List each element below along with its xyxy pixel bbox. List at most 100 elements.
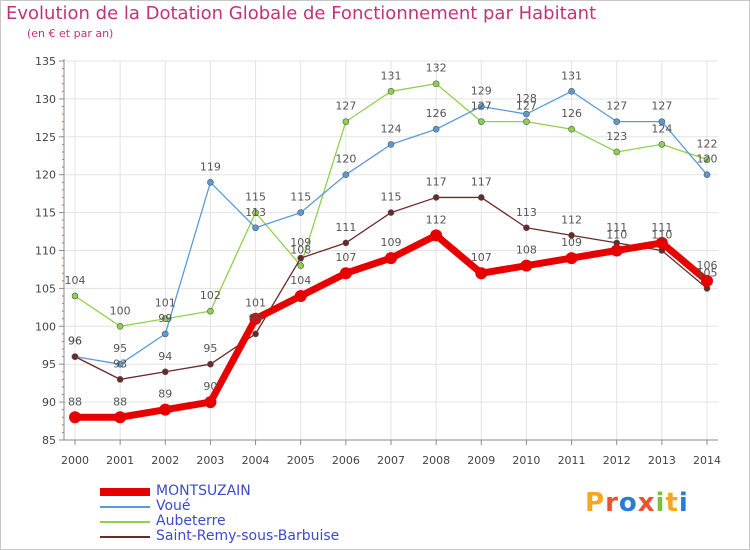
- data-point: [430, 229, 443, 242]
- data-label: 109: [561, 236, 582, 249]
- data-label: 101: [245, 297, 266, 310]
- data-label: 93: [113, 357, 127, 370]
- data-point: [387, 88, 395, 95]
- data-label: 104: [290, 274, 311, 287]
- data-label: 100: [110, 304, 131, 317]
- data-label: 110: [606, 229, 627, 242]
- data-point: [116, 322, 124, 330]
- data-label: 94: [158, 350, 172, 363]
- data-label: 105: [697, 266, 718, 279]
- data-label: 131: [381, 69, 402, 82]
- x-tick-label: 2010: [512, 454, 540, 467]
- logo-letter: i: [678, 488, 689, 518]
- chart-subtitle: (en € et par an): [27, 27, 114, 40]
- data-label: 109: [290, 236, 311, 249]
- legend-swatch-aubeterre: [100, 521, 150, 523]
- data-label: 113: [245, 206, 266, 219]
- data-point: [252, 209, 259, 216]
- data-label: 89: [158, 388, 172, 401]
- logo-letter: i: [655, 488, 666, 518]
- data-point: [207, 360, 214, 368]
- data-point: [71, 292, 79, 300]
- data-point: [658, 118, 666, 125]
- logo-letter: t: [665, 488, 679, 518]
- data-point: [477, 103, 485, 110]
- legend-swatch-voue: [100, 506, 150, 508]
- data-label: 120: [697, 153, 718, 166]
- logo-letter: x: [637, 488, 656, 518]
- data-point: [432, 125, 440, 133]
- data-label: 88: [68, 395, 82, 408]
- data-label: 111: [335, 221, 356, 234]
- data-point: [658, 141, 666, 148]
- data-label: 106: [697, 259, 718, 272]
- data-label: 107: [471, 251, 492, 264]
- data-label: 120: [335, 153, 356, 166]
- data-point: [249, 312, 262, 325]
- data-label: 128: [516, 92, 537, 105]
- x-tick-label: 2007: [377, 454, 405, 467]
- data-point: [69, 411, 81, 424]
- data-label: 127: [335, 100, 356, 113]
- data-point: [114, 411, 127, 424]
- legend-label-aubeterre: Aubeterre: [156, 513, 226, 529]
- data-label: 123: [606, 130, 627, 143]
- data-label: 112: [426, 213, 447, 226]
- x-tick-label: 2011: [558, 454, 586, 467]
- data-point: [523, 118, 530, 125]
- data-point: [477, 118, 485, 125]
- data-label: 95: [113, 342, 127, 355]
- data-point: [207, 178, 214, 186]
- x-tick-label: 2006: [332, 454, 360, 467]
- data-point: [432, 194, 440, 201]
- y-tick-label: 100: [35, 320, 56, 333]
- data-point: [387, 209, 395, 216]
- data-label: 115: [290, 191, 311, 204]
- data-point: [339, 267, 352, 280]
- data-label: 131: [561, 69, 582, 82]
- data-point: [297, 209, 305, 216]
- data-point: [432, 80, 440, 88]
- data-label: 95: [203, 342, 217, 355]
- y-tick-label: 110: [35, 245, 56, 258]
- data-point: [520, 259, 533, 272]
- data-label: 108: [290, 244, 311, 257]
- data-label: 112: [561, 213, 582, 226]
- data-point: [207, 307, 214, 315]
- data-label: 107: [335, 251, 356, 264]
- data-label: 115: [381, 191, 402, 204]
- y-tick-label: 85: [42, 434, 56, 447]
- data-point: [161, 315, 169, 323]
- data-label: 99: [158, 312, 172, 325]
- data-label: 127: [651, 100, 672, 113]
- y-tick-label: 135: [35, 55, 56, 68]
- data-label: 96: [68, 335, 82, 348]
- data-label: 96: [68, 335, 82, 348]
- y-tick-label: 125: [35, 131, 56, 144]
- x-tick-label: 2014: [693, 454, 721, 467]
- data-label: 99: [249, 312, 263, 325]
- data-label: 111: [651, 221, 672, 234]
- data-point: [297, 262, 305, 269]
- data-point: [477, 194, 485, 201]
- data-label: 126: [426, 107, 447, 120]
- data-point: [610, 244, 623, 257]
- data-label: 132: [426, 62, 447, 75]
- data-point: [385, 252, 397, 265]
- data-point: [523, 110, 530, 118]
- data-label: 122: [697, 138, 718, 151]
- logo-letter: o: [618, 488, 638, 518]
- data-point: [116, 360, 124, 368]
- data-point: [655, 236, 668, 249]
- y-tick-label: 90: [42, 396, 56, 409]
- data-point: [159, 403, 172, 416]
- data-label: 129: [471, 84, 492, 97]
- x-tick-label: 2009: [467, 454, 495, 467]
- data-point: [71, 353, 79, 360]
- data-label: 119: [200, 160, 221, 173]
- x-tick-label: 2002: [151, 454, 179, 467]
- y-tick-label: 120: [35, 169, 56, 182]
- data-point: [294, 289, 307, 302]
- data-label: 104: [65, 274, 86, 287]
